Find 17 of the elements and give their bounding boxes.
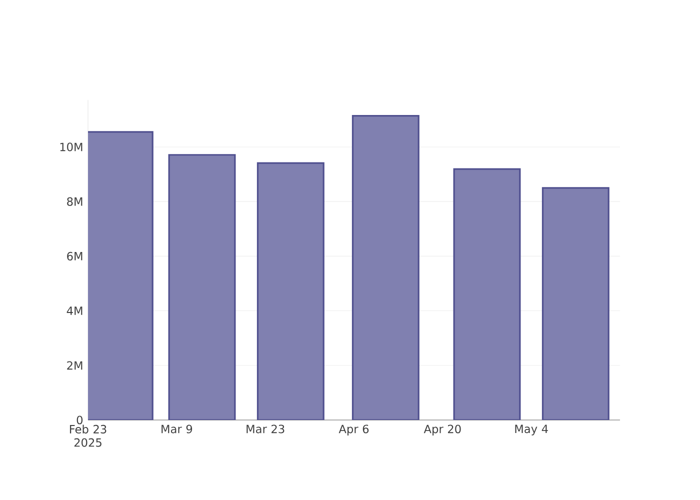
bar (453, 168, 521, 420)
x-tick-label: Apr 6 (338, 424, 369, 436)
y-tick-label: 0 (76, 416, 83, 424)
bar (168, 154, 236, 420)
x-tick-label: Mar 9 (162, 424, 192, 434)
bar (352, 115, 420, 420)
y-tick-label: 6M (67, 252, 82, 260)
x-tick-label: Mar 23 (246, 424, 284, 434)
y-tick-label: 8M (67, 197, 82, 206)
x-tick-label: Apr 20 (424, 424, 461, 436)
bar (256, 162, 324, 420)
y-tick-label: 4M (66, 306, 82, 315)
y-tick-label: 2M (67, 361, 82, 370)
x-tick-label: May 4 (515, 424, 548, 436)
x-tick-label: Feb 23 2025 (70, 424, 106, 447)
y-tick-label: 10M (60, 142, 82, 152)
bar (542, 187, 610, 420)
